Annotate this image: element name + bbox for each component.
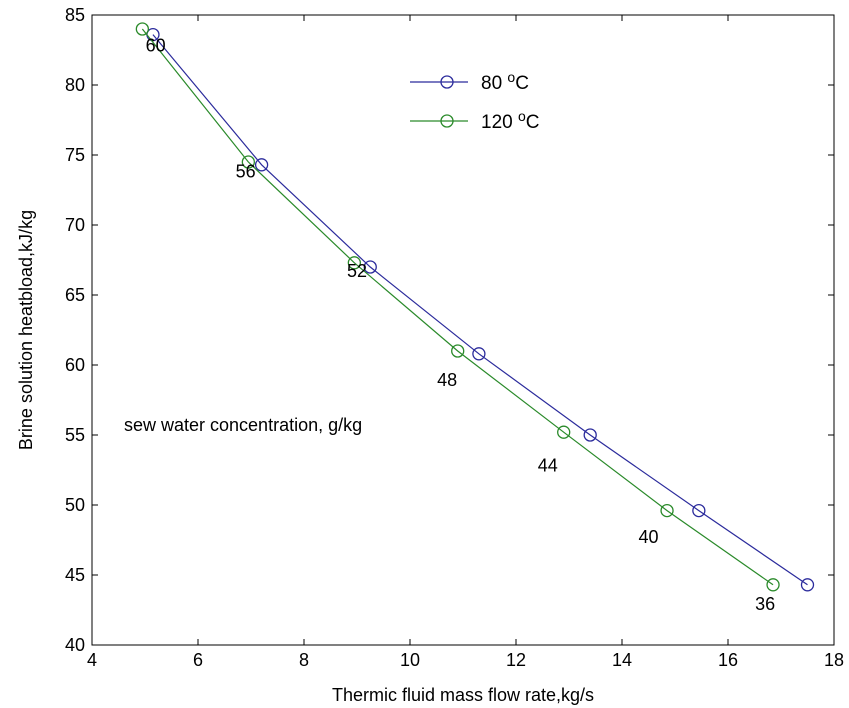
y-tick-label: 55 [65, 425, 85, 445]
data-point [347, 256, 362, 270]
y-tick-label: 65 [65, 285, 85, 305]
legend-entry: 120 oC [481, 108, 540, 133]
annotation-title: sew water concentration, g/kg [124, 415, 362, 435]
concentration-label: 48 [437, 370, 457, 390]
x-axis-label: Thermic fluid mass flow rate,kg/s [332, 685, 594, 705]
legend-marker [440, 75, 454, 89]
data-point [766, 578, 780, 592]
data-point [363, 260, 377, 274]
x-tick-label: 4 [87, 650, 97, 670]
y-axis-label: Brine solution heatbload,kJ/kg [16, 210, 36, 450]
y-tick-label: 85 [65, 5, 85, 25]
x-tick-label: 6 [193, 650, 203, 670]
plot-frame [91, 14, 835, 646]
x-tick-label: 10 [400, 650, 420, 670]
y-tick-label: 60 [65, 355, 85, 375]
y-tick-label: 75 [65, 145, 85, 165]
x-tick-label: 16 [718, 650, 738, 670]
legend-marker [440, 114, 454, 128]
data-point [692, 503, 706, 518]
series-line [152, 34, 808, 586]
data-point [472, 347, 486, 361]
x-tick-label: 12 [506, 650, 526, 670]
x-tick-label: 14 [612, 650, 632, 670]
legend-entry: 80 oC [481, 69, 529, 94]
data-point [557, 425, 571, 439]
data-point [660, 503, 674, 518]
data-point [254, 158, 269, 172]
x-tick-label: 18 [824, 650, 844, 670]
concentration-label: 60 [146, 35, 166, 55]
x-tick-label: 8 [299, 650, 309, 670]
y-tick-label: 80 [65, 75, 85, 95]
concentration-label: 56 [236, 161, 256, 181]
concentration-label: 36 [755, 594, 775, 614]
concentration-label: 40 [638, 527, 658, 547]
data-point [135, 22, 150, 36]
concentration-label: 44 [538, 455, 558, 475]
concentration-label: 52 [347, 261, 367, 281]
y-tick-label: 70 [65, 215, 85, 235]
data-point [451, 344, 465, 358]
legend: 80 oC 120 oC [410, 69, 540, 133]
y-tick-label: 45 [65, 565, 85, 585]
y-tick-label: 40 [65, 635, 85, 655]
data-point [241, 155, 256, 169]
data-point [583, 428, 597, 442]
data-point [800, 578, 815, 592]
y-tick-label: 50 [65, 495, 85, 515]
series-line [141, 28, 774, 586]
